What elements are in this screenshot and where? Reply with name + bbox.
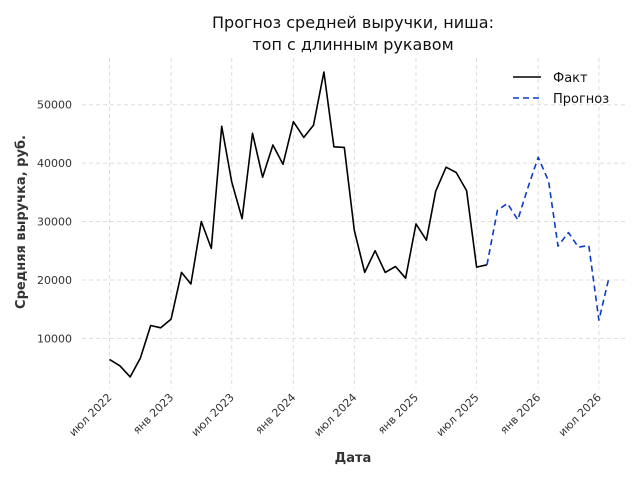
x-tick-label-3: янв 2024 xyxy=(253,391,299,437)
series-line-0 xyxy=(109,71,488,378)
axis-ticks: 10000 20000 30000 40000 50000 июл 2022 янв 202… xyxy=(37,99,604,439)
legend-label-fact: Факт xyxy=(553,71,588,86)
x-tick-label-7: янв 2026 xyxy=(498,391,544,437)
series-line-1 xyxy=(486,156,611,322)
legend: Факт Прогноз xyxy=(513,71,609,107)
y-tick-label-1: 20000 xyxy=(37,274,72,287)
chart-title-line-1: Прогноз средней выручки, ниша: xyxy=(212,13,494,32)
legend-label-forecast: Прогноз xyxy=(553,92,609,107)
x-tick-label-4: июл 2024 xyxy=(311,391,359,439)
x-tick-label-5: янв 2025 xyxy=(375,391,421,437)
x-tick-label-1: янв 2023 xyxy=(130,391,176,437)
x-tick-label-6: июл 2025 xyxy=(434,391,482,439)
chart-title-line-2: топ с длинным рукавом xyxy=(252,35,453,54)
y-tick-label-4: 50000 xyxy=(37,99,72,112)
y-tick-label-2: 30000 xyxy=(37,216,72,229)
series-lines xyxy=(109,71,611,378)
x-tick-label-8: июл 2026 xyxy=(556,391,604,439)
y-tick-label-0: 10000 xyxy=(37,332,72,345)
x-tick-label-0: июл 2022 xyxy=(67,391,115,439)
x-tick-label-2: июл 2023 xyxy=(189,391,237,439)
y-axis-label: Средняя выручка, руб. xyxy=(14,135,29,309)
y-tick-label-3: 40000 xyxy=(37,157,72,170)
grid xyxy=(82,58,626,388)
x-axis-label: Дата xyxy=(335,451,372,466)
